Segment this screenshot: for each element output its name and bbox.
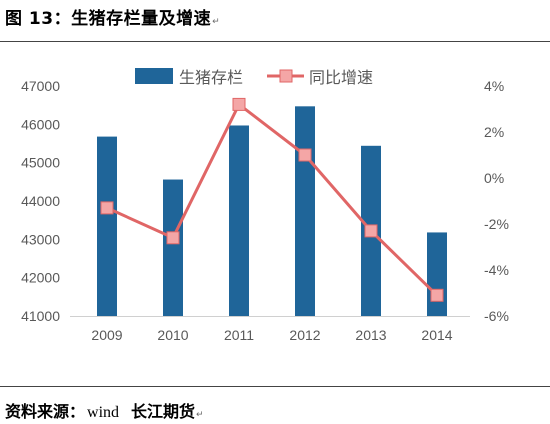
y-left-tick-label: 43000 (21, 231, 60, 247)
y-left-tick-label: 44000 (21, 193, 60, 209)
figure-title: 图 13：生猪存栏量及增速↵ (5, 9, 221, 29)
x-tick-label: 2012 (289, 327, 320, 342)
growth-marker (364, 224, 378, 238)
x-tick-label: 2009 (91, 327, 122, 342)
bottom-divider (0, 386, 550, 387)
x-tick-label: 2013 (355, 327, 386, 342)
y-right-tick-label: -2% (484, 216, 509, 232)
x-tick-label: 2010 (157, 327, 188, 342)
chart: 41000 42000 43000 44000 45000 46000 47000 -6% -4… (21, 68, 509, 342)
return-mark-icon: ↵ (212, 17, 221, 27)
source-note: 资料来源： wind 长江期货↵ (5, 402, 204, 421)
x-tick-label: 2011 (224, 327, 254, 342)
growth-marker (100, 201, 114, 215)
y-left-tick-label: 45000 (21, 155, 60, 171)
bar (229, 125, 249, 316)
y-right-tick-label: 4% (484, 78, 504, 94)
legend-bar-swatch (135, 68, 173, 84)
legend-line-marker (279, 69, 293, 83)
y-right-tick-label: -4% (484, 262, 509, 278)
y-right-tick-label: -6% (484, 308, 509, 324)
return-mark-icon: ↵ (196, 410, 204, 420)
y-right-tick-label: 0% (484, 170, 504, 186)
bar (427, 232, 447, 316)
y-left-tick-label: 47000 (21, 78, 60, 94)
bar (163, 179, 183, 316)
growth-line (106, 102, 439, 297)
legend-bar-label: 生猪存栏 (179, 68, 243, 87)
y-left-tick-label: 41000 (21, 308, 60, 324)
growth-marker (430, 288, 444, 302)
y-left-tick-label: 42000 (21, 270, 60, 286)
bar (295, 106, 315, 316)
legend: 生猪存栏 同比增速 (135, 68, 373, 87)
growth-marker (166, 231, 180, 245)
y-right-tick-label: 2% (484, 124, 504, 140)
x-tick-label: 2014 (421, 327, 452, 342)
plot-area: 41000 42000 43000 44000 45000 46000 47000 -6% -4… (21, 78, 509, 342)
growth-marker (232, 97, 246, 111)
legend-line-label: 同比增速 (309, 68, 373, 87)
growth-marker (298, 148, 312, 162)
y-left-tick-label: 46000 (21, 116, 60, 132)
bar (97, 136, 117, 316)
top-divider (0, 41, 550, 42)
